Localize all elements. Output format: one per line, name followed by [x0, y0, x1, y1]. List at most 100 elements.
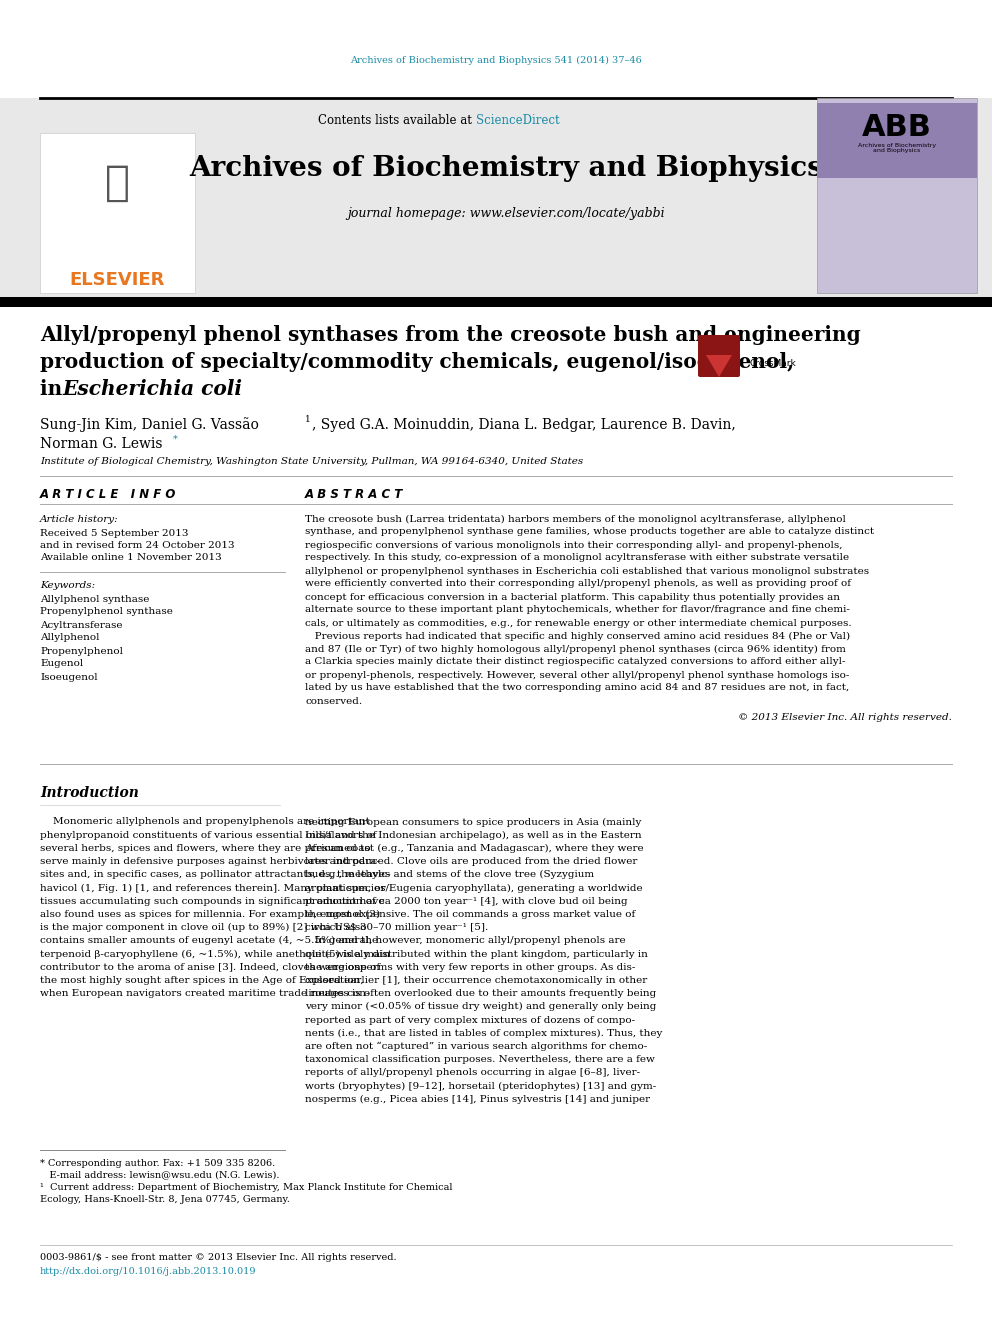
Text: lated by us have established that the two corresponding amino acid 84 and 87 res: lated by us have established that the tw…: [305, 684, 849, 692]
Text: In general, however, monomeric allyl/propenyl phenols are: In general, however, monomeric allyl/pro…: [305, 937, 626, 946]
Text: ELSEVIER: ELSEVIER: [69, 271, 165, 288]
Text: The creosote bush (Larrea tridentata) harbors members of the monolignol acyltran: The creosote bush (Larrea tridentata) ha…: [305, 515, 846, 524]
Text: Monomeric allylphenols and propenylphenols are important: Monomeric allylphenols and propenylpheno…: [40, 818, 370, 827]
Text: reports of allyl/propenyl phenols occurring in algae [6–8], liver-: reports of allyl/propenyl phenols occurr…: [305, 1068, 640, 1077]
Text: phenylpropanoid constituents of various essential oils/flavors of: phenylpropanoid constituents of various …: [40, 831, 377, 840]
Text: regiospecific conversions of various monolignols into their corresponding allyl-: regiospecific conversions of various mon…: [305, 541, 842, 549]
Text: journal homepage: www.elsevier.com/locate/yabbi: journal homepage: www.elsevier.com/locat…: [347, 206, 665, 220]
Text: ¹  Current address: Department of Biochemistry, Max Planck Institute for Chemica: ¹ Current address: Department of Biochem…: [40, 1183, 452, 1192]
Polygon shape: [706, 355, 732, 377]
Text: Article history:: Article history:: [40, 515, 119, 524]
Text: is the major component in clove oil (up to 89%) [2] which also: is the major component in clove oil (up …: [40, 923, 366, 933]
FancyBboxPatch shape: [698, 335, 740, 377]
Text: Propenylphenol synthase: Propenylphenol synthase: [40, 607, 173, 617]
Text: , Syed G.A. Moinuddin, Diana L. Bedgar, Laurence B. Davin,: , Syed G.A. Moinuddin, Diana L. Bedgar, …: [312, 418, 736, 433]
Text: reported as part of very complex mixtures of dozens of compo-: reported as part of very complex mixture…: [305, 1016, 635, 1024]
Text: also found uses as spices for millennia. For example, eugenol (3): also found uses as spices for millennia.…: [40, 910, 380, 919]
Text: African coast (e.g., Tanzania and Madagascar), where they were: African coast (e.g., Tanzania and Madaga…: [305, 844, 644, 853]
Text: 1: 1: [305, 415, 310, 425]
Text: E-mail address: lewisn@wsu.edu (N.G. Lewis).: E-mail address: lewisn@wsu.edu (N.G. Lew…: [40, 1171, 280, 1180]
Text: very minor (<0.05% of tissue dry weight) and generally only being: very minor (<0.05% of tissue dry weight)…: [305, 1003, 657, 1011]
Text: Sung-Jin Kim, Daniel G. Vassão: Sung-Jin Kim, Daniel G. Vassão: [40, 418, 259, 433]
Text: in: in: [40, 378, 69, 400]
Text: were efficiently converted into their corresponding allyl/propenyl phenols, as w: were efficiently converted into their co…: [305, 579, 851, 589]
Text: © 2013 Elsevier Inc. All rights reserved.: © 2013 Elsevier Inc. All rights reserved…: [738, 713, 952, 722]
Text: tissues accumulating such compounds in significant amount have: tissues accumulating such compounds in s…: [40, 897, 385, 906]
Text: the most expensive. The oil commands a gross market value of: the most expensive. The oil commands a g…: [305, 910, 635, 919]
Text: the most highly sought after spices in the Age of Exploration,: the most highly sought after spices in t…: [40, 976, 364, 984]
Text: Available online 1 November 2013: Available online 1 November 2013: [40, 553, 222, 561]
Text: Previous reports had indicated that specific and highly conserved amino acid res: Previous reports had indicated that spec…: [305, 631, 850, 640]
Text: taxonomical classification purposes. Nevertheless, there are a few: taxonomical classification purposes. Nev…: [305, 1056, 655, 1064]
Text: and 87 (Ile or Tyr) of two highly homologous allyl/propenyl phenol synthases (ci: and 87 (Ile or Tyr) of two highly homolo…: [305, 644, 846, 654]
Text: ScienceDirect: ScienceDirect: [476, 114, 559, 127]
Text: terpenoid β-caryophyllene (6, ~1.5%), while anethole (5) is a main: terpenoid β-caryophyllene (6, ~1.5%), wh…: [40, 950, 390, 959]
Text: Allyl/propenyl phenol synthases from the creosote bush and engineering: Allyl/propenyl phenol synthases from the…: [40, 325, 861, 345]
Text: ABB: ABB: [862, 114, 931, 143]
Bar: [817, 103, 977, 179]
Text: are often not “captured” in various search algorithms for chemo-: are often not “captured” in various sear…: [305, 1041, 647, 1050]
Text: cussed earlier [1], their occurrence chemotaxonomically in other: cussed earlier [1], their occurrence che…: [305, 976, 647, 984]
Text: 0003-9861/$ - see front matter © 2013 Elsevier Inc. All rights reserved.: 0003-9861/$ - see front matter © 2013 El…: [40, 1253, 397, 1262]
Text: Contents lists available at: Contents lists available at: [318, 114, 476, 127]
Text: lineages is often overlooked due to their amounts frequently being: lineages is often overlooked due to thei…: [305, 990, 657, 998]
Text: or propenyl-phenols, respectively. However, several other allyl/propenyl phenol : or propenyl-phenols, respectively. Howev…: [305, 671, 849, 680]
Text: cals, or ultimately as commodities, e.g., for renewable energy or other intermed: cals, or ultimately as commodities, e.g.…: [305, 618, 851, 627]
Text: Isoeugenol: Isoeugenol: [40, 672, 97, 681]
Text: and in revised form 24 October 2013: and in revised form 24 October 2013: [40, 541, 235, 549]
Text: A R T I C L E   I N F O: A R T I C L E I N F O: [40, 487, 177, 500]
Text: respectively. In this study, co-expression of a monolignol acyltransferase with : respectively. In this study, co-expressi…: [305, 553, 849, 562]
Text: later introduced. Clove oils are produced from the dried flower: later introduced. Clove oils are produce…: [305, 857, 638, 867]
Text: Norman G. Lewis: Norman G. Lewis: [40, 437, 163, 451]
Text: Acyltransferase: Acyltransferase: [40, 620, 122, 630]
Text: worts (bryophytes) [9–12], horsetail (pteridophytes) [13] and gym-: worts (bryophytes) [9–12], horsetail (pt…: [305, 1081, 657, 1090]
Text: Ecology, Hans-Knoell-Str. 8, Jena 07745, Germany.: Ecology, Hans-Knoell-Str. 8, Jena 07745,…: [40, 1195, 290, 1204]
Text: 🌲: 🌲: [104, 161, 130, 204]
Text: the angiosperms with very few reports in other groups. As dis-: the angiosperms with very few reports in…: [305, 963, 635, 971]
Text: havicol (1, Fig. 1) [1, and references therein]. Many plant species/: havicol (1, Fig. 1) [1, and references t…: [40, 884, 389, 893]
Text: Escherichia coli: Escherichia coli: [62, 378, 242, 400]
Text: contains smaller amounts of eugenyl acetate (4, ~5.5%) and the: contains smaller amounts of eugenyl acet…: [40, 937, 378, 946]
Bar: [0, 296, 992, 307]
Text: concept for efficacious conversion in a bacterial platform. This capability thus: concept for efficacious conversion in a …: [305, 593, 840, 602]
Text: Allylphenol: Allylphenol: [40, 634, 99, 643]
Text: Archives of Biochemistry and Biophysics: Archives of Biochemistry and Biophysics: [189, 155, 823, 181]
Text: allylphenol or propenylphenol synthases in Escherichia coli established that var: allylphenol or propenylphenol synthases …: [305, 566, 869, 576]
Text: serve mainly in defensive purposes against herbivores and para-: serve mainly in defensive purposes again…: [40, 857, 380, 867]
Text: Institute of Biological Chemistry, Washington State University, Pullman, WA 9916: Institute of Biological Chemistry, Washi…: [40, 458, 583, 467]
Text: Eugenol: Eugenol: [40, 659, 83, 668]
Text: when European navigators created maritime trade routes con-: when European navigators created maritim…: [40, 990, 369, 998]
Text: circa US$ 30–70 million year⁻¹ [5].: circa US$ 30–70 million year⁻¹ [5].: [305, 923, 488, 933]
Text: Archives of Biochemistry and Biophysics 541 (2014) 37–46: Archives of Biochemistry and Biophysics …: [350, 56, 642, 65]
Text: CrossMark: CrossMark: [750, 359, 797, 368]
Text: contributor to the aroma of anise [3]. Indeed, cloves were one of: contributor to the aroma of anise [3]. I…: [40, 963, 380, 971]
Bar: [0, 98, 992, 298]
Text: conserved.: conserved.: [305, 696, 362, 705]
Text: aromaticum, or Eugenia caryophyllata), generating a worldwide: aromaticum, or Eugenia caryophyllata), g…: [305, 884, 643, 893]
Text: Introduction: Introduction: [40, 786, 139, 800]
Text: Keywords:: Keywords:: [40, 582, 95, 590]
Text: * Corresponding author. Fax: +1 509 335 8206.: * Corresponding author. Fax: +1 509 335 …: [40, 1159, 275, 1167]
Text: alternate source to these important plant phytochemicals, whether for flavor/fra: alternate source to these important plan…: [305, 606, 850, 614]
Text: production of ca 2000 ton year⁻¹ [4], with clove bud oil being: production of ca 2000 ton year⁻¹ [4], wi…: [305, 897, 628, 906]
Text: Propenylphenol: Propenylphenol: [40, 647, 123, 655]
Text: several herbs, spices and flowers, where they are presumed to: several herbs, spices and flowers, where…: [40, 844, 371, 853]
Text: Allylphenol synthase: Allylphenol synthase: [40, 594, 150, 603]
Text: *: *: [173, 434, 178, 443]
Text: a Clarkia species mainly dictate their distinct regiospecific catalyzed conversi: a Clarkia species mainly dictate their d…: [305, 658, 845, 667]
Text: quite widely distributed within the plant kingdom, particularly in: quite widely distributed within the plan…: [305, 950, 648, 958]
Text: Archives of Biochemistry
and Biophysics: Archives of Biochemistry and Biophysics: [858, 143, 936, 153]
Text: nents (i.e., that are listed in tables of complex mixtures). Thus, they: nents (i.e., that are listed in tables o…: [305, 1029, 663, 1037]
Text: A B S T R A C T: A B S T R A C T: [305, 487, 404, 500]
Text: Received 5 September 2013: Received 5 September 2013: [40, 528, 188, 537]
Text: India and the Indonesian archipelago), as well as in the Eastern: India and the Indonesian archipelago), a…: [305, 831, 642, 840]
Bar: [817, 98, 977, 292]
Text: production of specialty/commodity chemicals, eugenol/isoeugenol,: production of specialty/commodity chemic…: [40, 352, 795, 372]
Bar: [40, 134, 195, 292]
Text: sites and, in specific cases, as pollinator attractants, e.g., methylc-: sites and, in specific cases, as pollina…: [40, 871, 391, 880]
Text: necting European consumers to spice producers in Asia (mainly: necting European consumers to spice prod…: [305, 818, 642, 827]
Text: buds, the leaves and stems of the clove tree (Syzygium: buds, the leaves and stems of the clove …: [305, 871, 594, 880]
Text: http://dx.doi.org/10.1016/j.abb.2013.10.019: http://dx.doi.org/10.1016/j.abb.2013.10.…: [40, 1267, 257, 1277]
Text: nosperms (e.g., Picea abies [14], Pinus sylvestris [14] and juniper: nosperms (e.g., Picea abies [14], Pinus …: [305, 1094, 650, 1103]
Text: synthase, and propenylphenol synthase gene families, whose products together are: synthase, and propenylphenol synthase ge…: [305, 528, 874, 537]
